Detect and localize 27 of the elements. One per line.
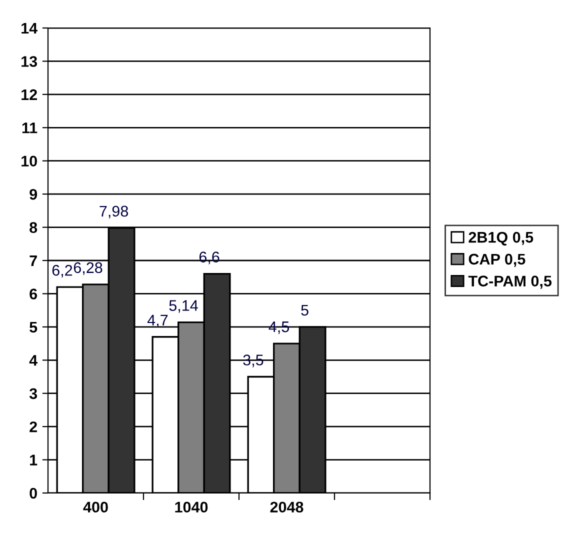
y-tick-label: 5	[30, 322, 38, 333]
y-tick-label: 1	[30, 454, 38, 466]
y-tick-label: 3	[29, 388, 38, 400]
legend-label: CAP 0,5	[468, 254, 526, 267]
x-tick-label: 2048	[270, 502, 304, 513]
x-tick-label: 1040	[175, 502, 208, 513]
y-tick-label: 7	[30, 256, 37, 266]
legend-label: 2B1Q 0,5	[468, 232, 534, 246]
y-tick-label: 12	[22, 89, 37, 100]
x-tick-label: 400	[83, 502, 108, 513]
y-tick-label: 0	[30, 488, 37, 499]
y-tick-label: 6	[30, 288, 38, 300]
y-tick-label: 4	[29, 355, 38, 366]
data-label: 7,98	[100, 206, 128, 218]
y-tick-label: 11	[22, 122, 38, 134]
y-tick-label: 14	[22, 23, 38, 34]
data-label: 6,28	[74, 262, 102, 275]
data-label: 5	[301, 304, 308, 316]
y-tick-label: 9	[30, 188, 38, 200]
y-tick-label: 8	[30, 222, 38, 233]
legend-label: TC-PAM 0,5	[468, 276, 552, 289]
data-label: 6,2	[52, 264, 72, 278]
data-label: 4,7	[147, 314, 168, 328]
y-tick-label: 13	[22, 56, 38, 67]
y-tick-label: 2	[30, 421, 37, 432]
data-label: 5,14	[169, 300, 198, 313]
y-tick-label: 10	[22, 156, 37, 167]
